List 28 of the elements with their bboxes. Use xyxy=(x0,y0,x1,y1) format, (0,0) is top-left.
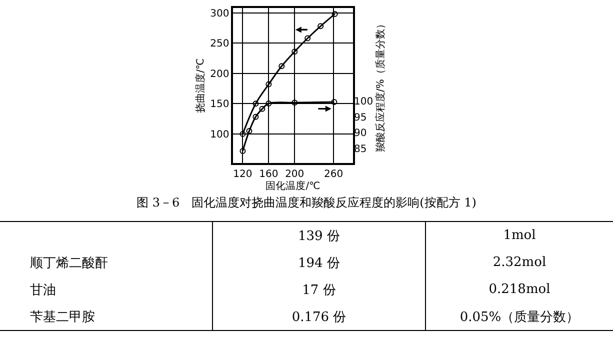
y2-axis-title: 羧酸反应程度/%（质量分数） xyxy=(374,19,387,152)
text: 顺丁烯二酸酐 xyxy=(0,249,212,276)
text: 2.32mol xyxy=(492,254,548,272)
x-axis-title: 固化温度/℃ xyxy=(266,180,320,192)
text: 17 份 xyxy=(212,276,426,303)
y2-tick-label: 100 xyxy=(354,96,374,108)
y-tick-label: 250 xyxy=(210,38,230,50)
y-axis-title: 挠曲温度/℃ xyxy=(194,58,207,113)
text: 甘油 xyxy=(0,276,212,303)
text: 图 3－6 固化温度对挠曲温度和羧酸反应程度的影响(按配方 1) xyxy=(136,195,476,210)
text: 0.05%（质量分数） xyxy=(458,308,580,326)
y-tick-label: 100 xyxy=(210,129,230,140)
x-tick-label: 200 xyxy=(285,168,304,180)
text: 0.218mol xyxy=(488,281,552,299)
text: 0.176 份 xyxy=(212,303,426,330)
x-tick-label: 160 xyxy=(259,168,278,180)
y-tick-label: 300 xyxy=(210,8,230,20)
text: 139 份 xyxy=(212,222,426,249)
y2-tick-label: 90 xyxy=(354,128,367,140)
text: 1mol xyxy=(502,227,537,245)
x-tick-label: 260 xyxy=(324,168,344,180)
x-tick-label: 120 xyxy=(233,168,252,180)
y2-tick-label: 85 xyxy=(354,144,367,155)
y-tick-label: 150 xyxy=(210,99,230,110)
text: 194 份 xyxy=(212,249,426,276)
text: 苄基二甲胺 xyxy=(0,303,212,330)
y-tick-label: 200 xyxy=(210,68,230,80)
y2-tick-label: 95 xyxy=(354,112,367,124)
